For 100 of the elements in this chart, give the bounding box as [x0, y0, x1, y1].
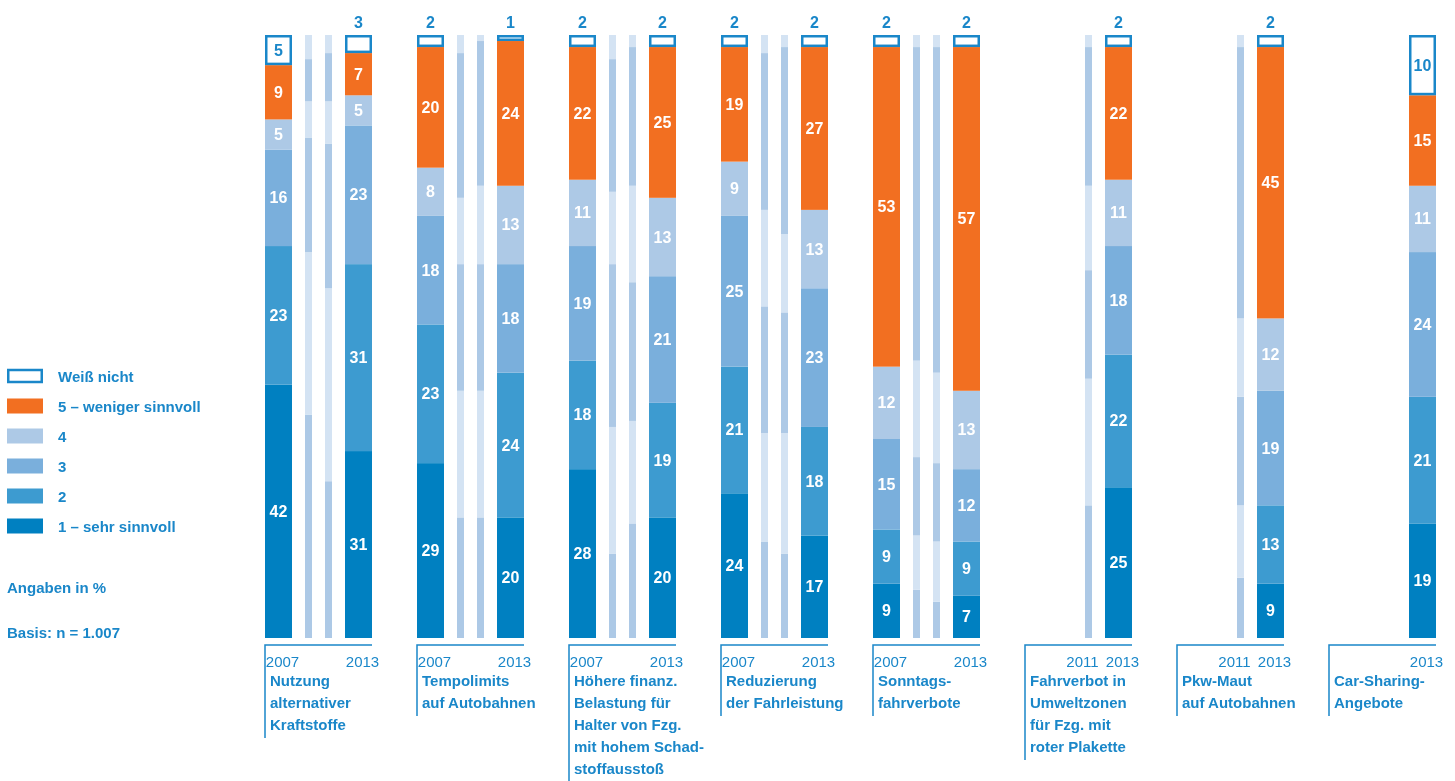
data-label: 20 — [421, 98, 440, 116]
data-label: 23 — [269, 306, 288, 324]
data-label: 23 — [805, 349, 824, 367]
data-label: 5 — [274, 41, 284, 59]
x-tick-label: 2013 — [1409, 653, 1444, 670]
data-label: 19 — [653, 451, 672, 469]
data-label: 22 — [1109, 104, 1128, 122]
bar — [1409, 523, 1436, 638]
x-tick-label: 2011 — [1066, 653, 1099, 670]
data-label: 2 — [1114, 14, 1124, 31]
data-label: 9 — [730, 180, 740, 198]
data-label: 8 — [426, 183, 436, 201]
data-label: 9 — [882, 602, 892, 620]
data-label: 19 — [1261, 439, 1280, 457]
data-label: 57 — [957, 210, 976, 228]
data-label: 25 — [725, 282, 744, 300]
data-label: 9 — [1266, 602, 1276, 620]
data-label: 12 — [957, 496, 976, 514]
legend-label: 4 — [58, 427, 67, 445]
data-label: 18 — [805, 472, 824, 490]
data-label: 2 — [426, 14, 436, 31]
data-label: 2 — [882, 14, 892, 31]
data-label: 18 — [501, 309, 520, 327]
x-tick-label: 2013 — [497, 653, 532, 670]
x-tick-label: 2007 — [873, 653, 908, 670]
data-label: 25 — [1109, 554, 1128, 572]
data-label: 16 — [269, 189, 288, 207]
data-label: 29 — [421, 542, 440, 560]
data-label: 13 — [957, 421, 976, 439]
data-label: 13 — [501, 216, 520, 234]
data-label: 42 — [269, 502, 288, 520]
x-axis-title: Pkw-Maut auf Autobahnen — [1182, 672, 1296, 711]
x-tick-label: 2013 — [345, 653, 380, 670]
x-tick-label: 2011 — [1218, 653, 1251, 670]
text: Basis: n = 1.007 — [7, 623, 120, 641]
legend-label: 2 — [58, 487, 67, 505]
x-axis-title: Reduzierung der Fahrleistung — [726, 672, 844, 711]
x-axis-title: Nutzung alternativer Kraftstoffe — [270, 672, 352, 733]
data-label: 2 — [578, 14, 588, 31]
data-label: 2 — [658, 14, 668, 31]
data-label: 2 — [962, 14, 972, 31]
data-label: 24 — [501, 436, 520, 454]
bar — [1409, 252, 1436, 397]
data-label: 24 — [725, 557, 744, 575]
data-label: 18 — [421, 261, 440, 279]
data-label: 5 — [354, 101, 364, 119]
data-label: 24 — [501, 104, 520, 122]
data-label: 24 — [1413, 315, 1432, 333]
x-tick-label: 2007 — [721, 653, 756, 670]
x-tick-label: 2013 — [649, 653, 684, 670]
data-label: 10 — [1413, 56, 1432, 74]
x-axis-title: Fahrverbot in Umweltzonen für Fzg. mit roter Plakette — [1030, 672, 1127, 755]
legend-label: 5 – weniger sinnvoll — [58, 397, 201, 415]
data-label: 31 — [349, 349, 368, 367]
x-tick-label: 2013 — [801, 653, 836, 670]
data-label: 21 — [653, 331, 672, 349]
data-label: 31 — [349, 536, 368, 554]
x-axis-title: Tempolimits auf Autobahnen — [422, 672, 536, 711]
data-label: 11 — [1110, 204, 1128, 222]
data-label: 7 — [962, 608, 972, 626]
x-tick-label: 2013 — [953, 653, 988, 670]
data-label: 13 — [805, 240, 824, 258]
legend-label: 1 – sehr sinnvoll — [58, 517, 176, 535]
data-label: 5 — [274, 125, 284, 143]
data-label: 9 — [274, 83, 284, 101]
data-label: 19 — [573, 294, 592, 312]
text: Angaben in % — [7, 578, 107, 596]
data-label: 20 — [501, 569, 520, 587]
data-label: 13 — [653, 228, 672, 246]
data-label: 2 — [1266, 14, 1276, 31]
data-label: 25 — [653, 113, 672, 131]
data-label: 22 — [573, 104, 592, 122]
data-label: 28 — [573, 545, 592, 563]
x-tick-label: 2013 — [1257, 653, 1292, 670]
data-label: 17 — [805, 578, 824, 596]
data-label: 23 — [421, 385, 440, 403]
data-label: 19 — [1413, 572, 1432, 590]
data-label: 3 — [354, 14, 364, 31]
data-label: 2 — [810, 14, 820, 31]
x-tick-label: 2007 — [569, 653, 604, 670]
data-label: 20 — [653, 569, 672, 587]
data-label: 18 — [573, 406, 592, 424]
data-label: 19 — [725, 95, 744, 113]
x-axis-title: Car-Sharing- Angebote — [1334, 672, 1425, 711]
bar — [1409, 35, 1436, 96]
data-label: 53 — [877, 198, 896, 216]
x-tick-label: 2007 — [417, 653, 452, 670]
data-label: 18 — [1109, 291, 1128, 309]
bar — [1409, 95, 1436, 186]
data-label: 15 — [1413, 132, 1432, 150]
bar — [1409, 185, 1436, 253]
data-label: 11 — [574, 204, 592, 222]
x-tick-label: 2013 — [1105, 653, 1140, 670]
data-label: 12 — [1261, 346, 1280, 364]
data-label: 21 — [725, 421, 744, 439]
x-axis-title: Sonntags- fahrverbote — [878, 672, 961, 711]
data-label: 7 — [354, 65, 364, 83]
data-label: 22 — [1109, 412, 1128, 430]
legend-label: Weiß nicht — [58, 367, 134, 385]
data-label: 23 — [349, 186, 368, 204]
